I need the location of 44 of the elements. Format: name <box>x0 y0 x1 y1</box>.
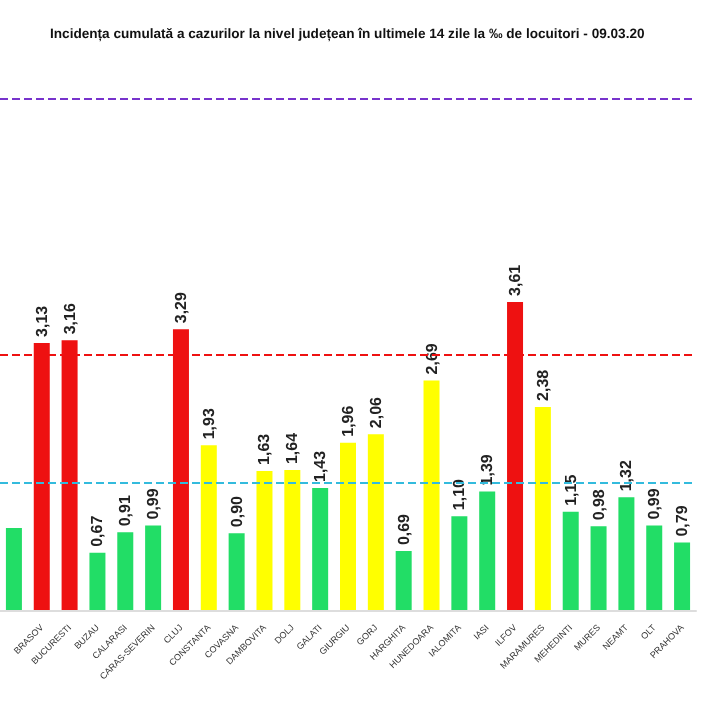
bar <box>479 491 496 610</box>
data-label: 1,32 <box>617 459 636 492</box>
data-label: 0,69 <box>394 512 413 546</box>
data-label: 1,93 <box>199 407 218 440</box>
data-label: 2,38 <box>533 368 552 401</box>
bar <box>646 525 663 610</box>
data-label: 1,43 <box>311 449 330 482</box>
data-label: 3,29 <box>171 291 190 324</box>
data-label: 0,91 <box>116 494 135 527</box>
data-label: 1,39 <box>478 453 497 486</box>
data-label: 3,13 <box>32 304 51 337</box>
bar <box>562 511 579 610</box>
bar <box>145 525 162 610</box>
data-label: 0,79 <box>673 504 692 537</box>
data-label: 1,64 <box>283 431 302 465</box>
bar <box>423 380 440 610</box>
data-label: 0,90 <box>227 494 246 528</box>
bar <box>674 542 691 610</box>
bar <box>228 533 245 610</box>
bar <box>534 406 551 610</box>
bar <box>256 470 273 610</box>
bar <box>590 526 607 610</box>
data-label: 0,99 <box>645 487 664 520</box>
bar <box>5 528 22 610</box>
bar <box>367 434 384 610</box>
bar <box>618 497 635 610</box>
bar <box>340 442 356 610</box>
bar <box>312 487 329 610</box>
bar <box>89 552 106 610</box>
data-label: 0,67 <box>88 514 107 547</box>
data-label: 0,99 <box>144 487 163 520</box>
bar <box>117 532 134 610</box>
data-label: 3,61 <box>506 263 525 296</box>
data-label: 1,96 <box>339 404 357 437</box>
bar <box>284 470 301 610</box>
bar <box>451 516 468 610</box>
data-label: 1,10 <box>450 477 469 511</box>
data-label: 1,63 <box>255 432 274 465</box>
data-label: 1,15 <box>561 473 580 506</box>
data-label: 3,16 <box>60 302 79 335</box>
data-label: 0,98 <box>589 488 608 521</box>
bar <box>395 551 412 610</box>
bar <box>200 445 217 610</box>
data-label: 2,06 <box>366 395 385 429</box>
